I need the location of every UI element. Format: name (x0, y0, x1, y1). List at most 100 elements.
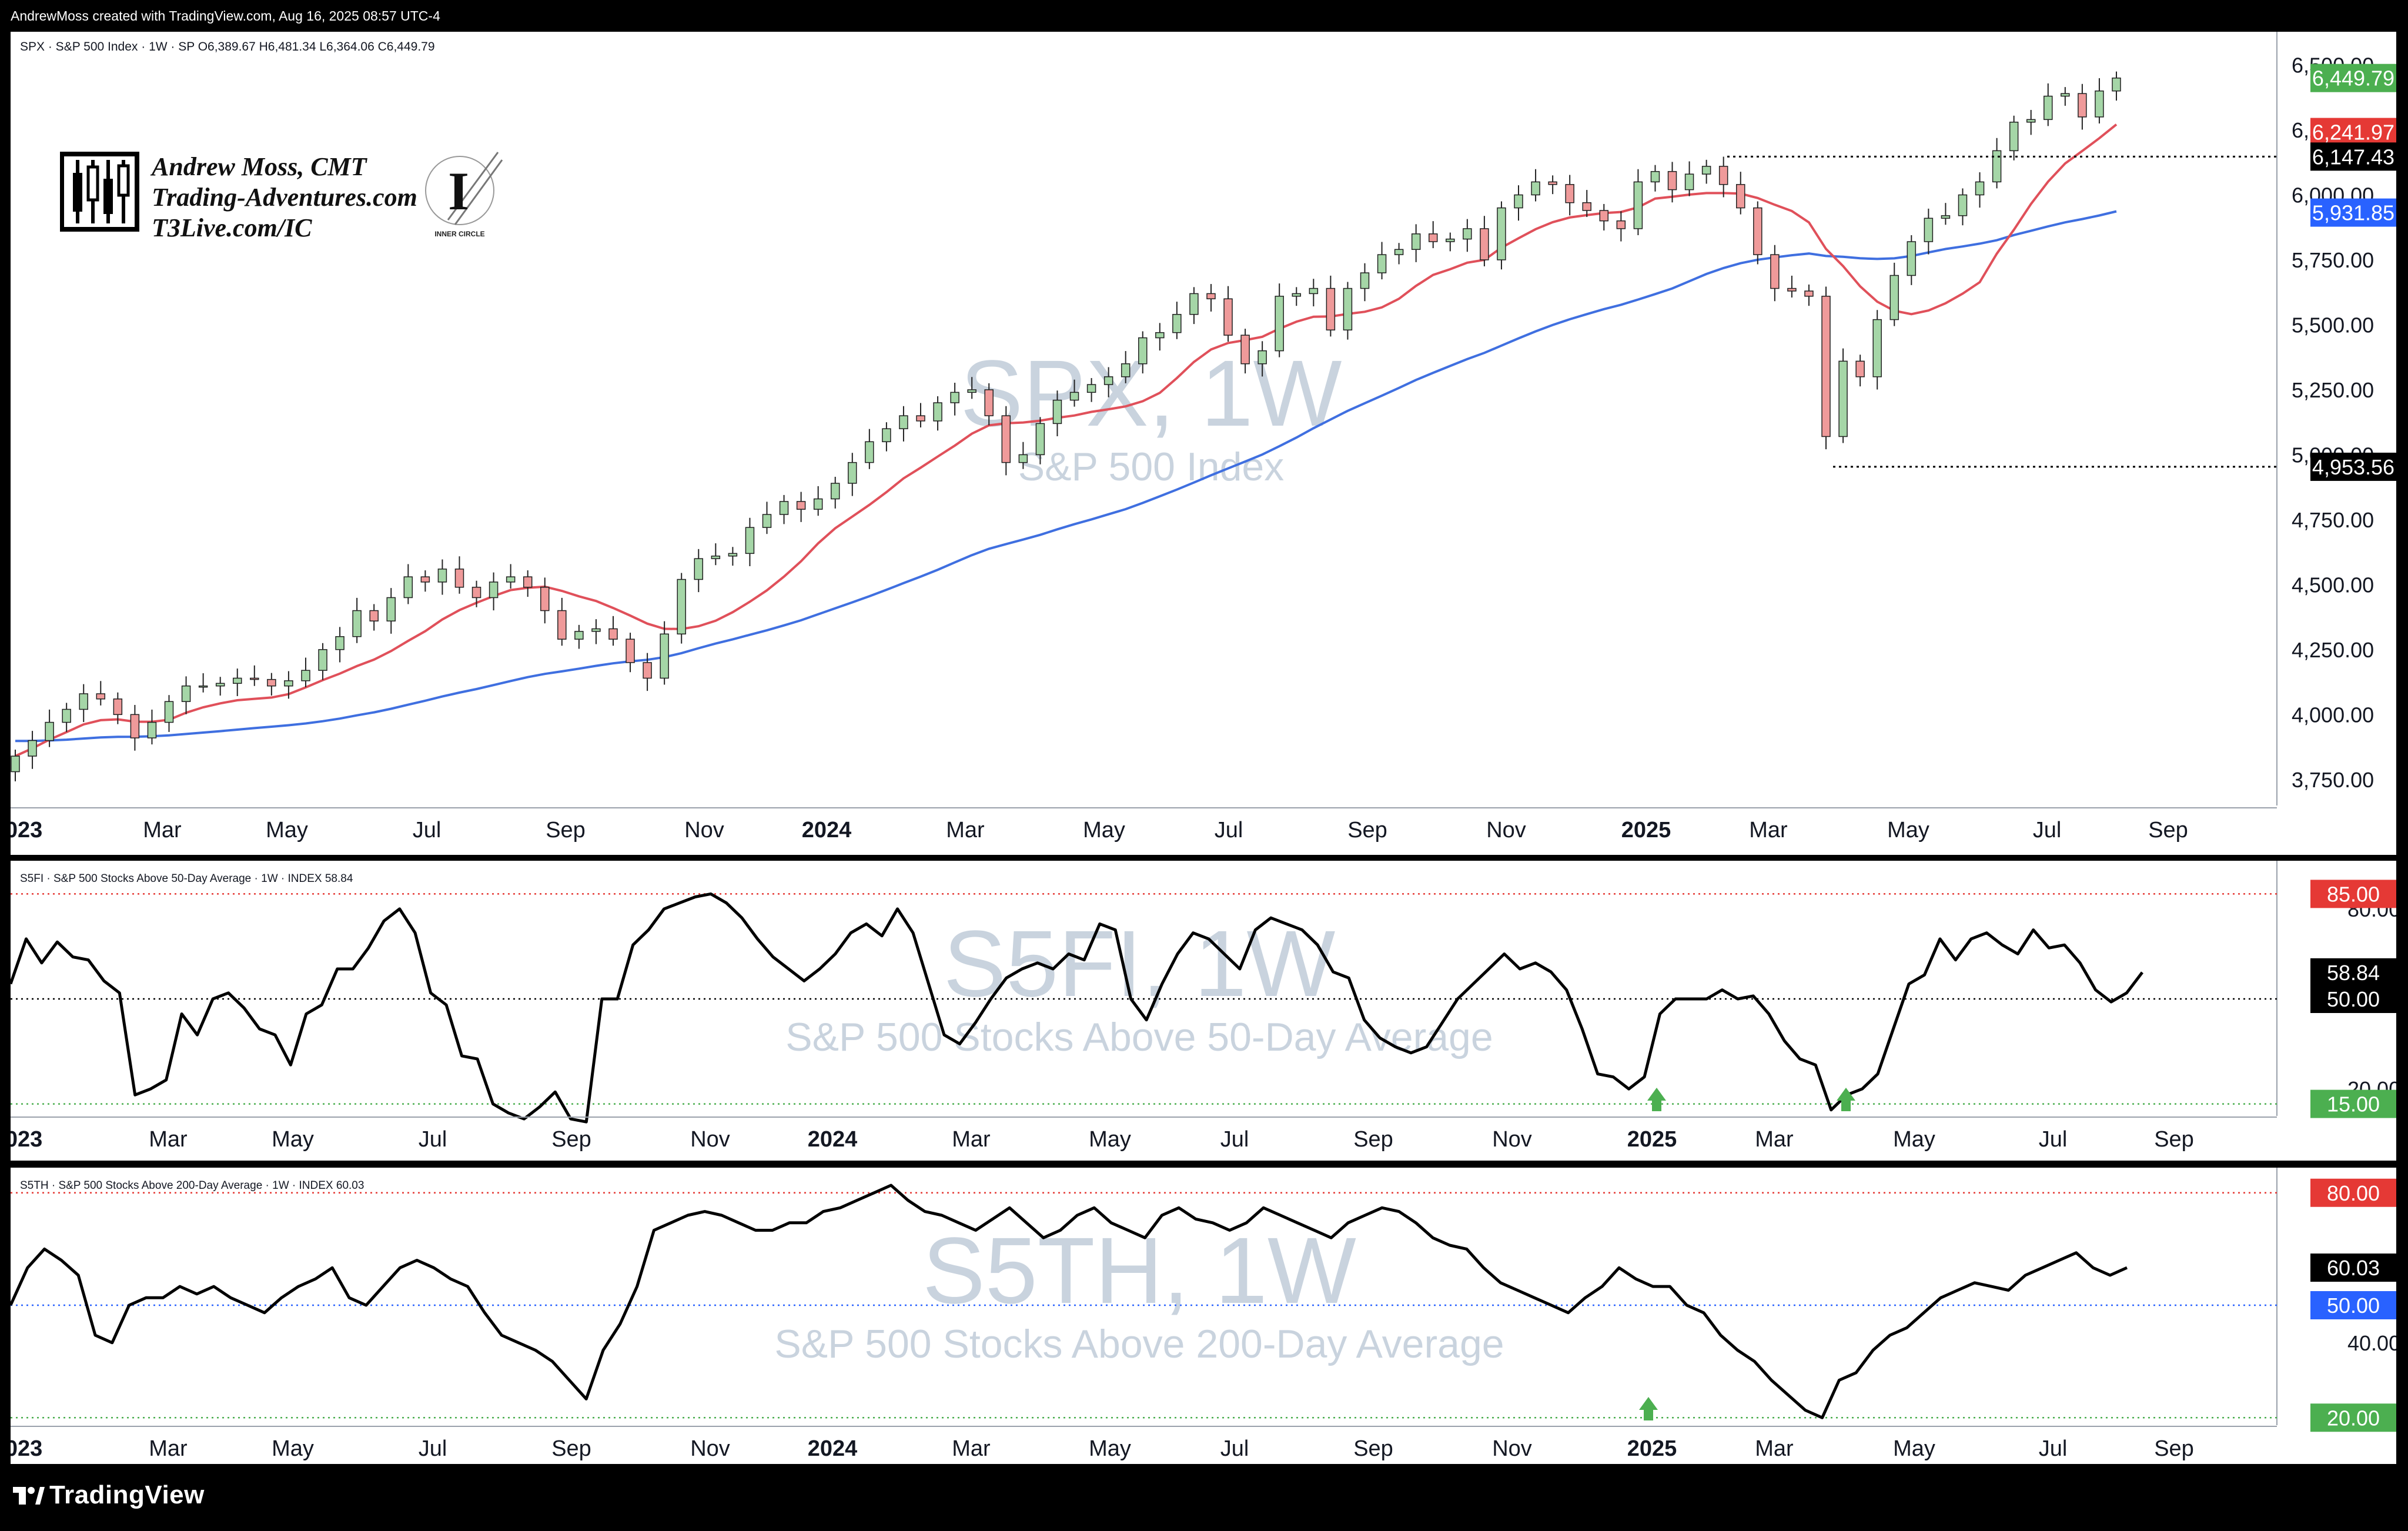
spx-candle[interactable] (1086, 384, 1096, 393)
spx-candle[interactable] (1069, 392, 1079, 401)
spx-candle[interactable] (2061, 93, 2070, 97)
spx-candle[interactable] (813, 498, 823, 510)
spx-candle[interactable] (745, 527, 755, 554)
spx-candle[interactable] (540, 587, 550, 611)
spx-candle[interactable] (848, 462, 857, 484)
spx-candle[interactable] (1343, 288, 1353, 331)
spx-candle[interactable] (1548, 181, 1557, 185)
spx-candle[interactable] (1480, 228, 1489, 260)
spx-candle[interactable] (984, 389, 994, 416)
spx-candle[interactable] (506, 576, 516, 583)
spx-candle[interactable] (1599, 210, 1609, 222)
spx-candle[interactable] (1975, 181, 1985, 196)
spx-candle[interactable] (2009, 121, 2019, 152)
spx-candle[interactable] (591, 628, 601, 632)
spx-candle[interactable] (96, 693, 106, 700)
spx-candle[interactable] (45, 721, 54, 741)
spx-candle[interactable] (1582, 202, 1591, 211)
spx-candle[interactable] (626, 639, 635, 663)
spx-candle[interactable] (284, 680, 293, 687)
spx-candle[interactable] (933, 402, 942, 422)
spx-candle[interactable] (1052, 399, 1062, 424)
spx-candle[interactable] (113, 698, 123, 716)
spx-candle[interactable] (1018, 454, 1028, 463)
spx-candle[interactable] (1735, 184, 1745, 209)
spx-candle[interactable] (2078, 93, 2087, 118)
spx-candle[interactable] (1206, 293, 1216, 299)
spx-candle[interactable] (574, 631, 584, 640)
spx-candle[interactable] (2095, 90, 2104, 118)
spx-candle[interactable] (1360, 272, 1370, 289)
spx-candle[interactable] (1701, 166, 1711, 175)
spx-candle[interactable] (1446, 238, 1455, 242)
spx-candle[interactable] (1172, 314, 1182, 333)
s5th-pane[interactable]: S5TH, 1W S&P 500 Stocks Above 200-Day Av… (11, 1168, 2396, 1464)
spx-candle[interactable] (1001, 415, 1011, 463)
spx-candle[interactable] (250, 677, 259, 680)
spx-candle[interactable] (11, 756, 20, 773)
spx-candle[interactable] (660, 633, 669, 679)
spx-candle[interactable] (164, 701, 174, 723)
spx-candle[interactable] (1889, 275, 1899, 320)
spx-candle[interactable] (557, 610, 567, 640)
spx-candle[interactable] (198, 685, 208, 688)
spx-candle[interactable] (1309, 288, 1319, 295)
s5th-chart[interactable]: 80.0060.0040.0020.002023MarMayJulSepNov2… (11, 1168, 2396, 1464)
spx-chart[interactable]: 3,750.00 4,000.00 4,250.00 4,500.00 4,750.00… (11, 32, 2396, 855)
spx-candle[interactable] (762, 514, 772, 528)
spx-candle[interactable] (1121, 363, 1131, 377)
spx-candle[interactable] (1616, 220, 1626, 229)
spx-candle[interactable] (1684, 173, 1694, 190)
spx-candle[interactable] (28, 740, 37, 757)
spx-candle[interactable] (62, 708, 71, 723)
spx-candle[interactable] (1907, 241, 1917, 276)
spx-candle[interactable] (1531, 181, 1540, 196)
spx-candle[interactable] (1138, 337, 1148, 365)
spx-candle[interactable] (1497, 207, 1506, 260)
spx-candle[interactable] (916, 415, 925, 422)
spx-candle[interactable] (232, 677, 242, 684)
spx-candle[interactable] (1326, 288, 1336, 331)
spx-candle[interactable] (1650, 171, 1660, 183)
s5th-line[interactable] (11, 1184, 2128, 1419)
spx-candle[interactable] (1411, 233, 1421, 250)
spx-candle[interactable] (352, 610, 362, 637)
spx-candle[interactable] (2112, 77, 2121, 92)
spx-candle[interactable] (301, 670, 310, 681)
spx-candle[interactable] (147, 721, 157, 738)
spx-candle[interactable] (882, 428, 891, 443)
s5fi-pane[interactable]: S5FI, 1W S&P 500 Stocks Above 50-Day Ave… (11, 861, 2396, 1161)
spx-candle[interactable] (1633, 181, 1643, 229)
spx-candle[interactable] (1821, 296, 1831, 437)
s5fi-chart[interactable]: 80.0050.0020.002023MarMayJulSepNov2024Ma… (11, 861, 2396, 1161)
spx-candle[interactable] (335, 636, 345, 650)
spx-candle[interactable] (386, 597, 396, 621)
spx-candle[interactable] (779, 501, 789, 515)
spx-candle[interactable] (2026, 119, 2036, 123)
spx-candle[interactable] (1941, 215, 1951, 219)
spx-candle[interactable] (523, 576, 533, 588)
spx-candle[interactable] (215, 683, 225, 687)
spx-candle[interactable] (1958, 194, 1968, 216)
tradingview-logo[interactable]: TradingView (13, 1480, 205, 1510)
spx-candle[interactable] (1189, 293, 1199, 315)
spx-candle[interactable] (796, 501, 806, 510)
spx-candle[interactable] (1770, 254, 1780, 289)
spx-candle[interactable] (267, 678, 276, 687)
spx-candle[interactable] (1275, 296, 1284, 352)
spx-candle[interactable] (1872, 319, 1882, 377)
spx-candle[interactable] (1718, 166, 1728, 185)
spx-candle[interactable] (1753, 207, 1762, 255)
spx-candle[interactable] (79, 693, 88, 710)
spx-candle[interactable] (950, 392, 959, 403)
spx-candle[interactable] (130, 714, 140, 738)
spx-candle[interactable] (1565, 184, 1574, 203)
spx-candle[interactable] (694, 558, 704, 580)
spx-candle[interactable] (1292, 293, 1302, 297)
spx-candle[interactable] (1103, 376, 1113, 385)
spx-candle[interactable] (1804, 290, 1814, 297)
spx-candle[interactable] (677, 579, 686, 635)
spx-candle[interactable] (1463, 228, 1472, 240)
spx-candle[interactable] (1514, 194, 1523, 209)
spx-candle[interactable] (471, 587, 481, 599)
